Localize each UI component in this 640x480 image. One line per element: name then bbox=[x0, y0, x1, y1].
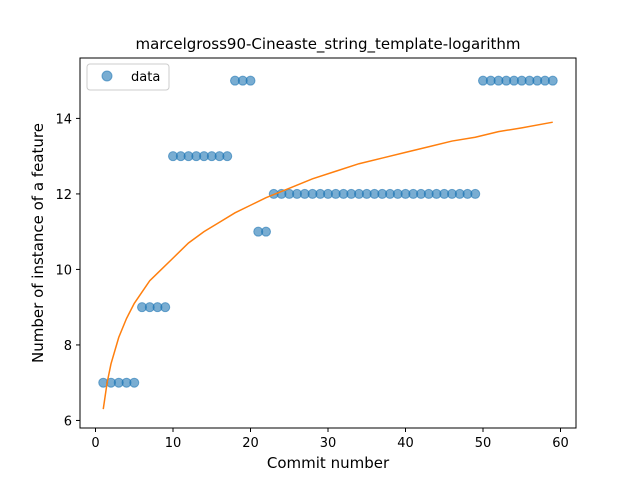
x-tick-label: 30 bbox=[320, 436, 337, 451]
plot-area bbox=[98, 75, 558, 410]
x-tick-label: 60 bbox=[552, 436, 569, 451]
legend: data bbox=[86, 63, 170, 91]
y-tick-label: 8 bbox=[64, 339, 72, 354]
x-axis-label: Commit number bbox=[267, 454, 390, 472]
data-point bbox=[261, 226, 271, 237]
y-tick-label: 14 bbox=[55, 112, 72, 127]
y-tick-label: 12 bbox=[55, 188, 72, 203]
legend-label-data: data bbox=[131, 70, 160, 85]
axes-frame bbox=[79, 57, 577, 429]
data-point bbox=[470, 188, 481, 199]
x-tick-label: 10 bbox=[165, 436, 182, 451]
data-point bbox=[245, 75, 256, 86]
y-axis-label: Number of instance of a feature bbox=[29, 123, 47, 363]
data-point bbox=[547, 75, 558, 86]
data-point bbox=[222, 151, 233, 162]
chart-title: marcelgross90-Cineaste_string_template-l… bbox=[135, 35, 520, 54]
x-tick-label: 0 bbox=[91, 436, 99, 451]
legend-box bbox=[86, 63, 170, 91]
x-axis-ticks: 0 10 20 30 40 50 60 bbox=[91, 428, 569, 451]
y-tick-label: 6 bbox=[64, 414, 72, 429]
x-tick-label: 40 bbox=[397, 436, 414, 451]
data-point bbox=[160, 302, 171, 313]
fit-curve bbox=[102, 121, 553, 410]
legend-marker-data bbox=[101, 70, 113, 82]
y-tick-label: 10 bbox=[55, 263, 72, 278]
data-point bbox=[129, 377, 140, 388]
y-axis-ticks: 6 8 10 12 14 bbox=[55, 112, 80, 429]
x-tick-label: 20 bbox=[242, 436, 259, 451]
x-tick-label: 50 bbox=[475, 436, 492, 451]
